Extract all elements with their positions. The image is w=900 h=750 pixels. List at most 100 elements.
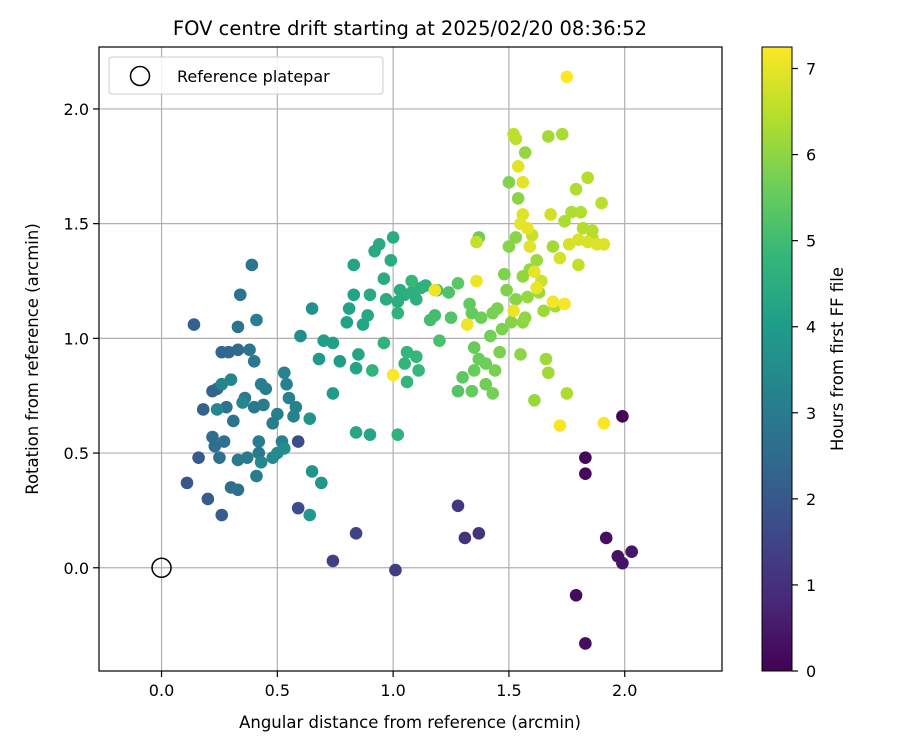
data-point bbox=[493, 345, 506, 359]
data-point bbox=[291, 501, 305, 515]
data-point bbox=[565, 205, 578, 219]
data-point bbox=[389, 563, 402, 577]
data-point bbox=[215, 508, 229, 522]
x-tick-label: 0.0 bbox=[149, 681, 174, 700]
data-point bbox=[333, 354, 347, 368]
data-point bbox=[509, 293, 523, 306]
data-point bbox=[259, 382, 273, 396]
data-point bbox=[451, 384, 465, 398]
data-point bbox=[521, 290, 534, 304]
data-point bbox=[277, 366, 291, 380]
data-point bbox=[616, 410, 629, 423]
data-point bbox=[409, 293, 423, 306]
data-point bbox=[539, 352, 553, 366]
x-tick-label: 1.0 bbox=[380, 681, 405, 700]
data-point bbox=[528, 265, 541, 279]
data-point bbox=[597, 416, 611, 430]
data-point bbox=[349, 361, 363, 375]
data-point bbox=[372, 237, 386, 251]
data-point bbox=[616, 556, 629, 570]
x-tick-label: 2.0 bbox=[612, 681, 637, 700]
data-point bbox=[361, 309, 374, 322]
data-point bbox=[507, 304, 520, 318]
data-point bbox=[433, 334, 446, 347]
colorbar-tick-label: 0 bbox=[806, 662, 816, 681]
data-point bbox=[528, 393, 541, 407]
data-point bbox=[458, 531, 472, 545]
legend-label: Reference platepar bbox=[177, 67, 330, 86]
data-point bbox=[460, 318, 474, 331]
data-point bbox=[305, 302, 319, 315]
data-point bbox=[542, 130, 555, 143]
data-point bbox=[472, 527, 486, 540]
data-point bbox=[518, 146, 532, 159]
data-point bbox=[511, 192, 525, 205]
data-point bbox=[509, 132, 523, 146]
data-point bbox=[544, 208, 557, 221]
chart-title: FOV centre drift starting at 2025/02/20 … bbox=[173, 17, 647, 40]
data-point bbox=[315, 476, 328, 490]
data-point bbox=[572, 258, 585, 272]
data-point bbox=[595, 196, 608, 210]
data-point bbox=[245, 258, 259, 272]
data-point bbox=[409, 350, 423, 364]
data-point bbox=[289, 400, 303, 414]
data-point bbox=[236, 396, 249, 409]
data-point bbox=[386, 231, 400, 244]
data-point bbox=[231, 483, 245, 497]
data-point bbox=[479, 377, 493, 391]
data-point bbox=[456, 371, 469, 384]
data-point bbox=[405, 274, 418, 288]
data-point bbox=[500, 283, 513, 297]
data-point bbox=[250, 313, 263, 327]
x-axis-label: Angular distance from reference (arcmin) bbox=[239, 713, 581, 732]
legend: Reference platepar bbox=[108, 56, 384, 95]
data-point bbox=[560, 387, 574, 400]
data-point bbox=[250, 469, 263, 483]
colorbar bbox=[761, 46, 793, 672]
data-point bbox=[201, 492, 215, 506]
data-point bbox=[326, 336, 340, 350]
data-point bbox=[291, 435, 305, 448]
colorbar-ticks: 0 1 2 3 4 5 6 7 bbox=[792, 60, 816, 681]
data-point bbox=[257, 398, 270, 412]
data-point bbox=[347, 288, 361, 302]
data-points bbox=[180, 70, 638, 650]
data-point bbox=[569, 182, 583, 196]
data-point bbox=[597, 237, 611, 251]
colorbar-tick-label: 4 bbox=[806, 318, 816, 337]
data-point bbox=[282, 391, 296, 405]
data-point bbox=[312, 352, 326, 366]
data-point bbox=[537, 304, 550, 318]
data-point bbox=[252, 435, 266, 448]
data-point bbox=[467, 341, 481, 354]
data-point bbox=[470, 274, 483, 288]
data-point bbox=[303, 412, 317, 425]
data-point bbox=[243, 343, 256, 357]
data-point bbox=[546, 240, 560, 253]
data-point bbox=[247, 354, 261, 368]
data-point bbox=[254, 455, 268, 469]
data-point bbox=[213, 451, 226, 464]
data-point bbox=[497, 267, 511, 281]
data-point bbox=[233, 288, 247, 302]
data-point bbox=[495, 322, 509, 336]
data-point bbox=[231, 343, 245, 357]
data-point bbox=[210, 403, 224, 416]
data-point bbox=[342, 302, 356, 315]
data-point bbox=[412, 364, 425, 377]
data-point bbox=[553, 251, 567, 265]
data-point bbox=[569, 588, 583, 602]
data-point bbox=[391, 428, 405, 442]
data-point bbox=[451, 499, 465, 513]
data-point bbox=[227, 414, 240, 428]
data-point bbox=[365, 364, 379, 377]
data-point bbox=[363, 428, 377, 442]
colorbar-tick-label: 7 bbox=[806, 60, 816, 79]
data-point bbox=[377, 272, 391, 286]
data-point bbox=[555, 127, 569, 141]
data-point bbox=[514, 348, 527, 361]
data-point bbox=[349, 527, 363, 540]
y-tick-label: 2.0 bbox=[64, 100, 89, 119]
data-point bbox=[558, 215, 571, 228]
